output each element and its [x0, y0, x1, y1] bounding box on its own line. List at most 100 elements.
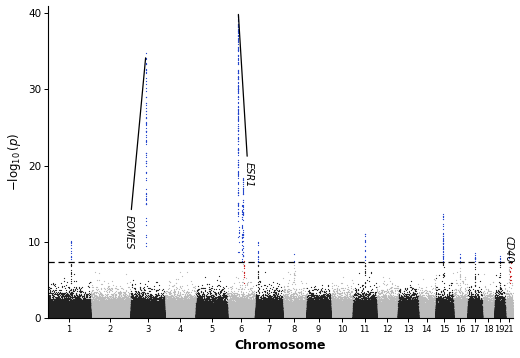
Point — [252, 314, 260, 320]
Point — [431, 311, 439, 317]
Point — [271, 315, 280, 320]
Point — [224, 315, 232, 320]
Point — [243, 308, 251, 314]
Point — [52, 313, 60, 318]
Point — [246, 313, 254, 318]
Point — [355, 304, 363, 309]
Point — [234, 310, 242, 316]
Point — [320, 314, 328, 320]
Point — [455, 313, 463, 319]
Point — [434, 313, 443, 319]
Point — [318, 315, 326, 320]
Point — [439, 315, 447, 321]
Point — [359, 314, 367, 320]
Point — [171, 310, 179, 316]
Point — [200, 304, 208, 309]
Point — [314, 309, 322, 315]
Point — [417, 311, 425, 316]
Point — [460, 305, 468, 310]
Point — [72, 302, 80, 308]
Point — [109, 314, 117, 319]
Point — [237, 311, 245, 317]
Point — [506, 308, 515, 313]
Point — [233, 305, 241, 311]
Point — [242, 310, 251, 316]
Point — [229, 315, 237, 320]
Point — [139, 313, 148, 319]
Point — [465, 311, 474, 317]
Point — [137, 314, 146, 320]
Point — [379, 314, 387, 319]
Point — [48, 311, 57, 317]
Point — [371, 313, 379, 318]
Point — [445, 311, 453, 317]
Point — [55, 308, 63, 313]
Point — [78, 313, 86, 319]
Point — [48, 314, 57, 320]
Point — [210, 310, 218, 316]
Point — [462, 310, 471, 316]
Point — [229, 315, 237, 320]
Point — [309, 313, 317, 319]
Point — [359, 315, 368, 321]
Point — [425, 313, 433, 319]
Point — [79, 314, 87, 320]
Point — [133, 314, 141, 319]
Point — [125, 314, 134, 320]
Point — [362, 314, 371, 320]
Point — [96, 308, 105, 314]
Point — [229, 306, 238, 311]
Point — [396, 309, 405, 315]
Point — [110, 310, 119, 315]
Point — [172, 307, 180, 313]
Point — [316, 311, 324, 317]
Point — [334, 313, 342, 318]
Point — [184, 314, 192, 320]
Point — [440, 315, 448, 320]
Point — [135, 314, 143, 319]
Point — [149, 301, 157, 307]
Point — [67, 294, 75, 300]
Point — [259, 315, 268, 320]
Point — [147, 314, 155, 320]
Point — [164, 310, 172, 315]
Point — [380, 309, 388, 315]
Point — [344, 313, 353, 319]
Point — [402, 314, 410, 320]
Point — [183, 311, 191, 317]
Point — [125, 308, 133, 313]
Point — [133, 311, 141, 316]
Point — [242, 311, 251, 317]
Point — [400, 314, 408, 319]
Point — [422, 313, 430, 319]
Point — [504, 313, 512, 318]
Point — [81, 311, 89, 317]
Point — [92, 314, 100, 320]
Point — [80, 313, 88, 319]
Point — [506, 312, 515, 318]
Point — [492, 312, 500, 318]
Point — [118, 314, 126, 319]
Point — [129, 309, 137, 315]
Point — [275, 311, 283, 316]
Point — [201, 309, 209, 315]
Point — [117, 313, 125, 319]
Point — [505, 310, 513, 316]
Point — [495, 303, 503, 308]
Point — [340, 310, 348, 316]
Point — [478, 309, 487, 315]
Point — [426, 311, 435, 317]
Point — [453, 307, 462, 313]
Point — [437, 314, 445, 320]
Point — [58, 313, 67, 319]
Point — [503, 313, 511, 319]
Point — [505, 299, 513, 305]
Point — [423, 308, 432, 313]
Point — [127, 309, 135, 314]
Point — [310, 315, 318, 320]
Point — [65, 315, 73, 320]
Point — [277, 304, 285, 310]
Point — [375, 310, 384, 315]
Point — [249, 308, 257, 314]
Point — [418, 307, 426, 313]
